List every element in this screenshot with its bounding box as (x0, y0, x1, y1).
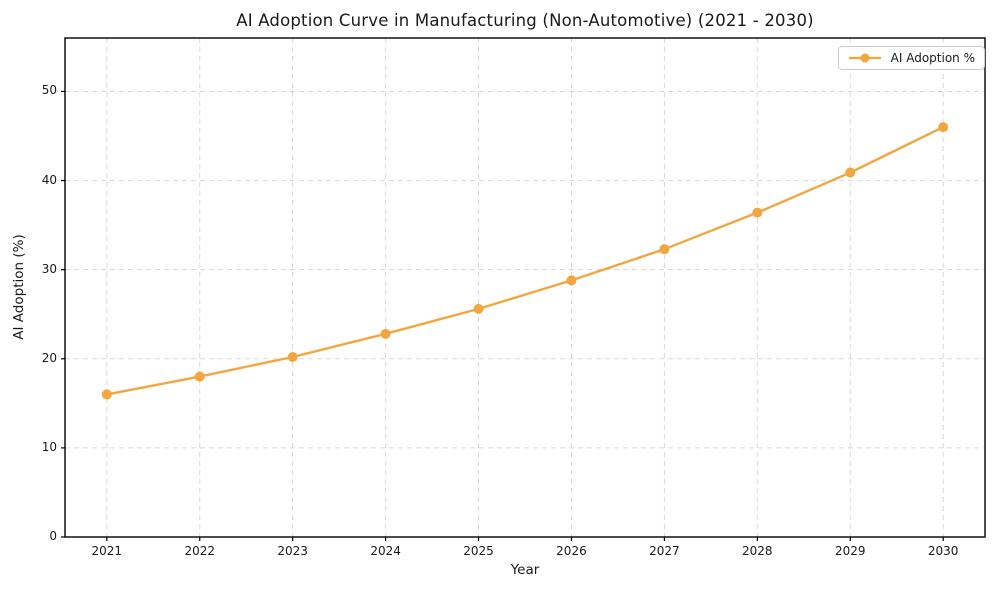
y-tick-label: 40 (41, 172, 57, 187)
x-tick-label: 2028 (742, 544, 773, 558)
y-tick-label: 0 (49, 529, 57, 543)
x-tick-label: 2024 (370, 544, 401, 558)
data-point (659, 244, 670, 255)
x-tick-label: 2026 (556, 544, 587, 558)
data-point (938, 122, 949, 133)
data-point (380, 328, 391, 339)
x-tick-label: 2029 (834, 544, 866, 558)
x-tick-label: 2021 (91, 544, 123, 558)
y-tick-label: 50 (41, 83, 57, 98)
legend-line-marker-icon (848, 53, 881, 63)
legend: AI Adoption % (837, 46, 985, 70)
data-point (473, 303, 484, 314)
x-tick-label: 2023 (277, 544, 308, 558)
x-tick-label: 2025 (463, 544, 494, 558)
y-tick-label: 10 (41, 439, 57, 454)
y-tick-label: 30 (41, 261, 57, 276)
x-axis-label: Year (510, 562, 540, 578)
x-tick-label: 2030 (927, 544, 959, 558)
data-point (287, 352, 298, 363)
data-line (106, 126, 944, 396)
legend-label: AI Adoption % (890, 51, 975, 65)
data-point (194, 371, 205, 382)
y-tick-label: 20 (41, 350, 57, 365)
x-tick-label: 2022 (184, 544, 215, 558)
plot-frame (64, 37, 986, 538)
data-point (845, 167, 856, 178)
y-axis-label: AI Adoption (%) (11, 234, 27, 340)
chart-title: AI Adoption Curve in Manufacturing (Non-… (236, 11, 814, 30)
data-point (752, 207, 763, 218)
data-point (566, 275, 577, 286)
x-tick-label: 2027 (649, 544, 680, 558)
data-point (101, 389, 112, 400)
